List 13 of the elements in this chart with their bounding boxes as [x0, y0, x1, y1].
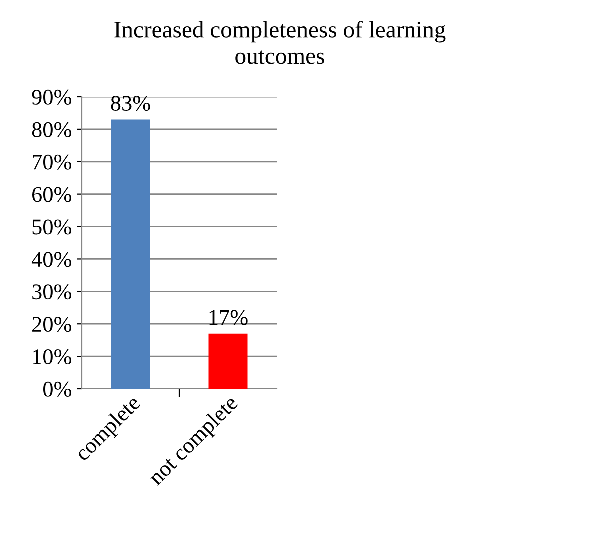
y-tick-label: 80%: [32, 122, 72, 138]
y-tick-label: 40%: [32, 252, 72, 268]
y-tick-label: 30%: [32, 284, 72, 300]
y-tick-label: 50%: [32, 220, 72, 235]
data-label: 17%: [210, 310, 248, 326]
y-tick-label: 90%: [32, 90, 72, 105]
y-tick-label: 10%: [34, 349, 72, 365]
y-tick-label: 60%: [32, 187, 72, 202]
y-tick-label: 70%: [33, 154, 72, 170]
y-tick-label: 0%: [44, 382, 72, 397]
data-label: 83%: [111, 96, 150, 112]
y-tick-label: 20%: [32, 317, 72, 332]
chart-title: Increased completeness of learning outcomes: [114, 20, 446, 64]
